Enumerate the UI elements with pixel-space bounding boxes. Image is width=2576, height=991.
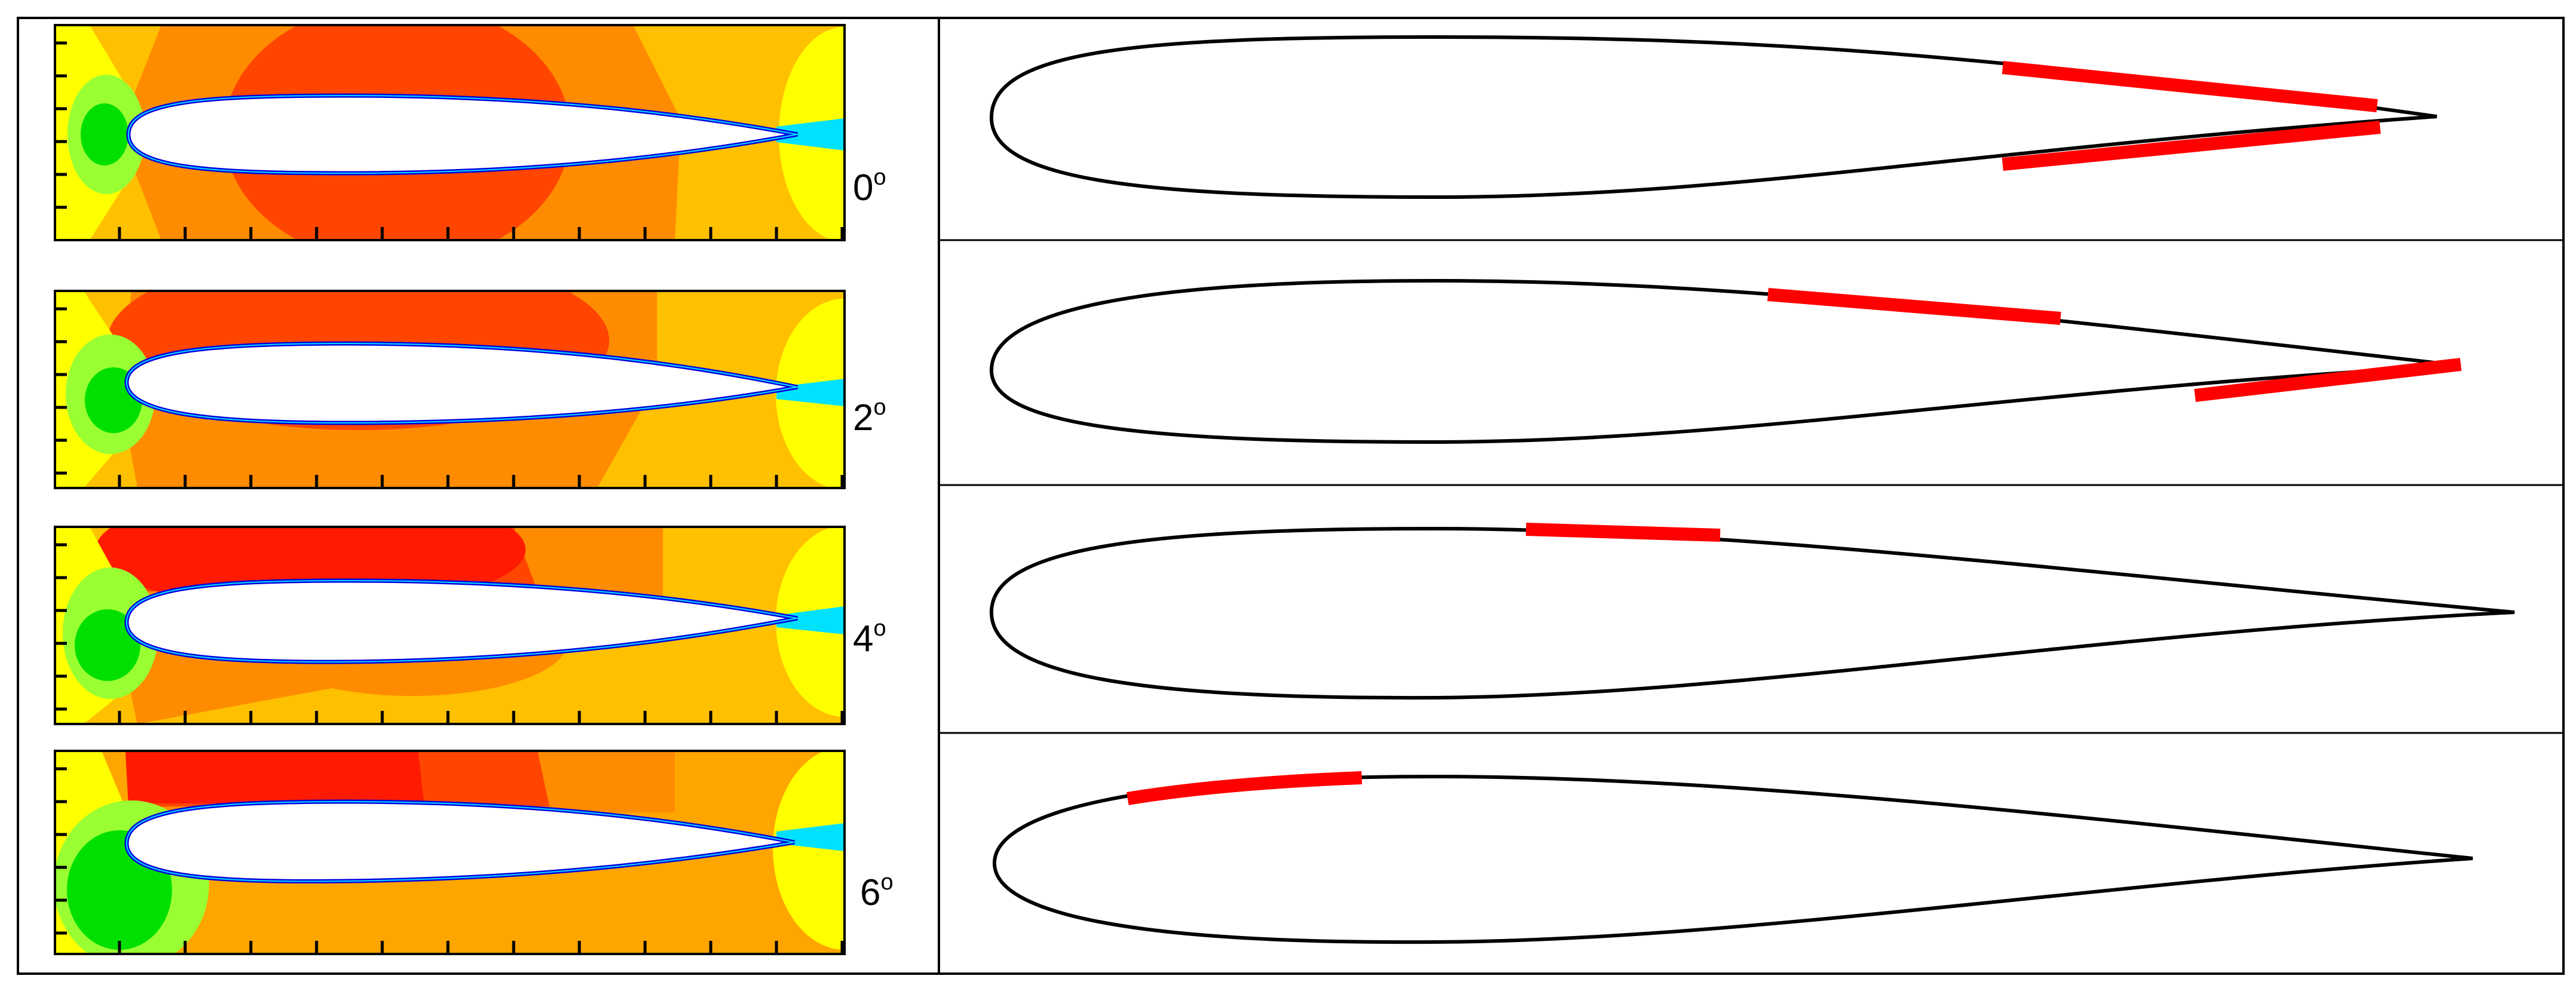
highlight-region (2001, 121, 2381, 171)
highlight-region (2194, 358, 2462, 402)
highlight-region (1525, 523, 1721, 542)
airfoil-outline-6deg (992, 771, 2473, 944)
angle-label-2: 2o (853, 395, 886, 438)
axis-ticks (55, 41, 844, 954)
angle-label-0: 0o (853, 165, 886, 208)
airfoil-outline-2deg (989, 278, 2462, 444)
airfoil-outline-0deg (989, 35, 2437, 200)
highlight-region (1126, 771, 1362, 805)
highlight-region (2001, 61, 2378, 112)
contour-panel-6deg (54, 750, 846, 955)
contour-panel-4deg (54, 526, 846, 725)
airfoil-outline-4deg (989, 523, 2515, 700)
figure-frame (17, 17, 2565, 975)
angle-label-6: 6o (860, 870, 894, 913)
contour-panel-0deg (54, 24, 846, 241)
angle-label-4: 4o (853, 616, 886, 659)
contour-panel-2deg (54, 290, 846, 489)
highlight-region (1767, 288, 2061, 325)
